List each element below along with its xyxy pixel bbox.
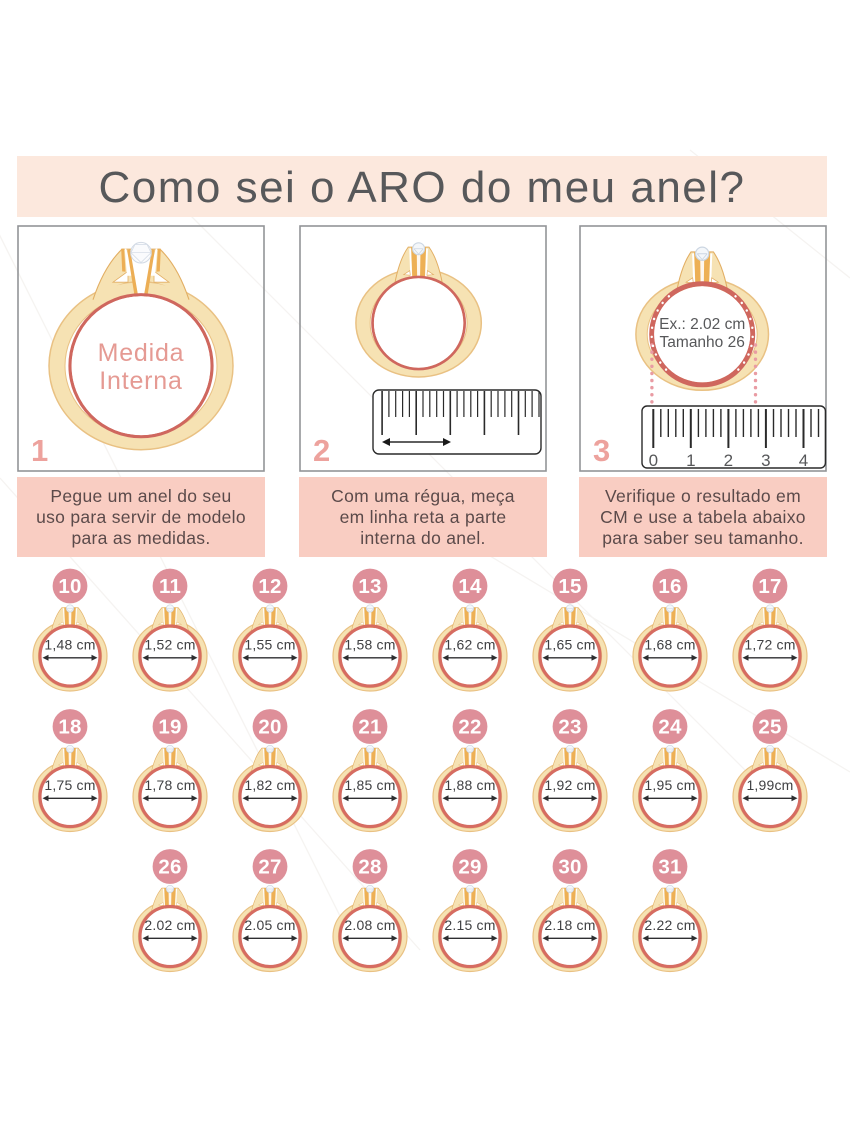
svg-text:1,75 cm: 1,75 cm — [44, 777, 95, 793]
svg-text:14: 14 — [458, 575, 482, 598]
svg-text:2.15 cm: 2.15 cm — [444, 917, 495, 933]
svg-text:10: 10 — [58, 575, 81, 598]
svg-text:11: 11 — [159, 575, 181, 598]
svg-text:2.02 cm: 2.02 cm — [144, 917, 195, 933]
svg-text:13: 13 — [358, 575, 381, 598]
svg-text:23: 23 — [558, 716, 581, 739]
svg-text:4: 4 — [799, 451, 808, 470]
svg-text:20: 20 — [258, 716, 281, 739]
svg-text:25: 25 — [758, 716, 781, 739]
svg-text:1,72 cm: 1,72 cm — [744, 637, 795, 653]
svg-text:16: 16 — [658, 575, 681, 598]
svg-text:1,88 cm: 1,88 cm — [444, 777, 495, 793]
svg-text:1,62 cm: 1,62 cm — [444, 637, 495, 653]
svg-text:2.22 cm: 2.22 cm — [644, 917, 695, 933]
svg-text:28: 28 — [358, 856, 381, 879]
svg-text:1,92 cm: 1,92 cm — [544, 777, 595, 793]
svg-text:Medida: Medida — [98, 339, 185, 367]
svg-text:1,65 cm: 1,65 cm — [544, 637, 595, 653]
svg-text:21: 21 — [358, 716, 381, 739]
svg-text:2.18 cm: 2.18 cm — [544, 917, 595, 933]
svg-text:17: 17 — [758, 575, 781, 598]
svg-text:1,68 cm: 1,68 cm — [644, 637, 695, 653]
svg-text:3: 3 — [761, 451, 770, 470]
svg-text:1,95 cm: 1,95 cm — [644, 777, 695, 793]
svg-text:27: 27 — [258, 856, 281, 879]
svg-text:18: 18 — [58, 716, 81, 739]
svg-text:15: 15 — [558, 575, 581, 598]
svg-text:1,82 cm: 1,82 cm — [244, 777, 295, 793]
svg-text:1,55 cm: 1,55 cm — [244, 637, 295, 653]
svg-text:Ex.: 2.02 cm: Ex.: 2.02 cm — [659, 316, 745, 333]
svg-text:24: 24 — [658, 716, 682, 739]
svg-text:1,58 cm: 1,58 cm — [344, 637, 395, 653]
svg-text:2.05 cm: 2.05 cm — [244, 917, 295, 933]
svg-text:31: 31 — [658, 856, 681, 879]
svg-text:1,52 cm: 1,52 cm — [144, 637, 195, 653]
svg-text:22: 22 — [458, 716, 481, 739]
svg-text:1,99cm: 1,99cm — [746, 777, 793, 793]
svg-text:0: 0 — [649, 451, 658, 470]
svg-text:26: 26 — [158, 856, 181, 879]
svg-text:1,48 cm: 1,48 cm — [44, 637, 95, 653]
svg-text:30: 30 — [558, 856, 581, 879]
svg-text:29: 29 — [458, 856, 481, 879]
svg-text:2: 2 — [724, 451, 733, 470]
svg-text:Interna: Interna — [99, 367, 182, 395]
svg-text:1,78 cm: 1,78 cm — [144, 777, 195, 793]
svg-text:19: 19 — [158, 716, 181, 739]
svg-text:1,85 cm: 1,85 cm — [344, 777, 395, 793]
svg-text:1: 1 — [686, 451, 695, 470]
svg-text:Tamanho 26: Tamanho 26 — [660, 334, 745, 351]
svg-text:12: 12 — [258, 575, 281, 598]
svg-text:2.08 cm: 2.08 cm — [344, 917, 395, 933]
